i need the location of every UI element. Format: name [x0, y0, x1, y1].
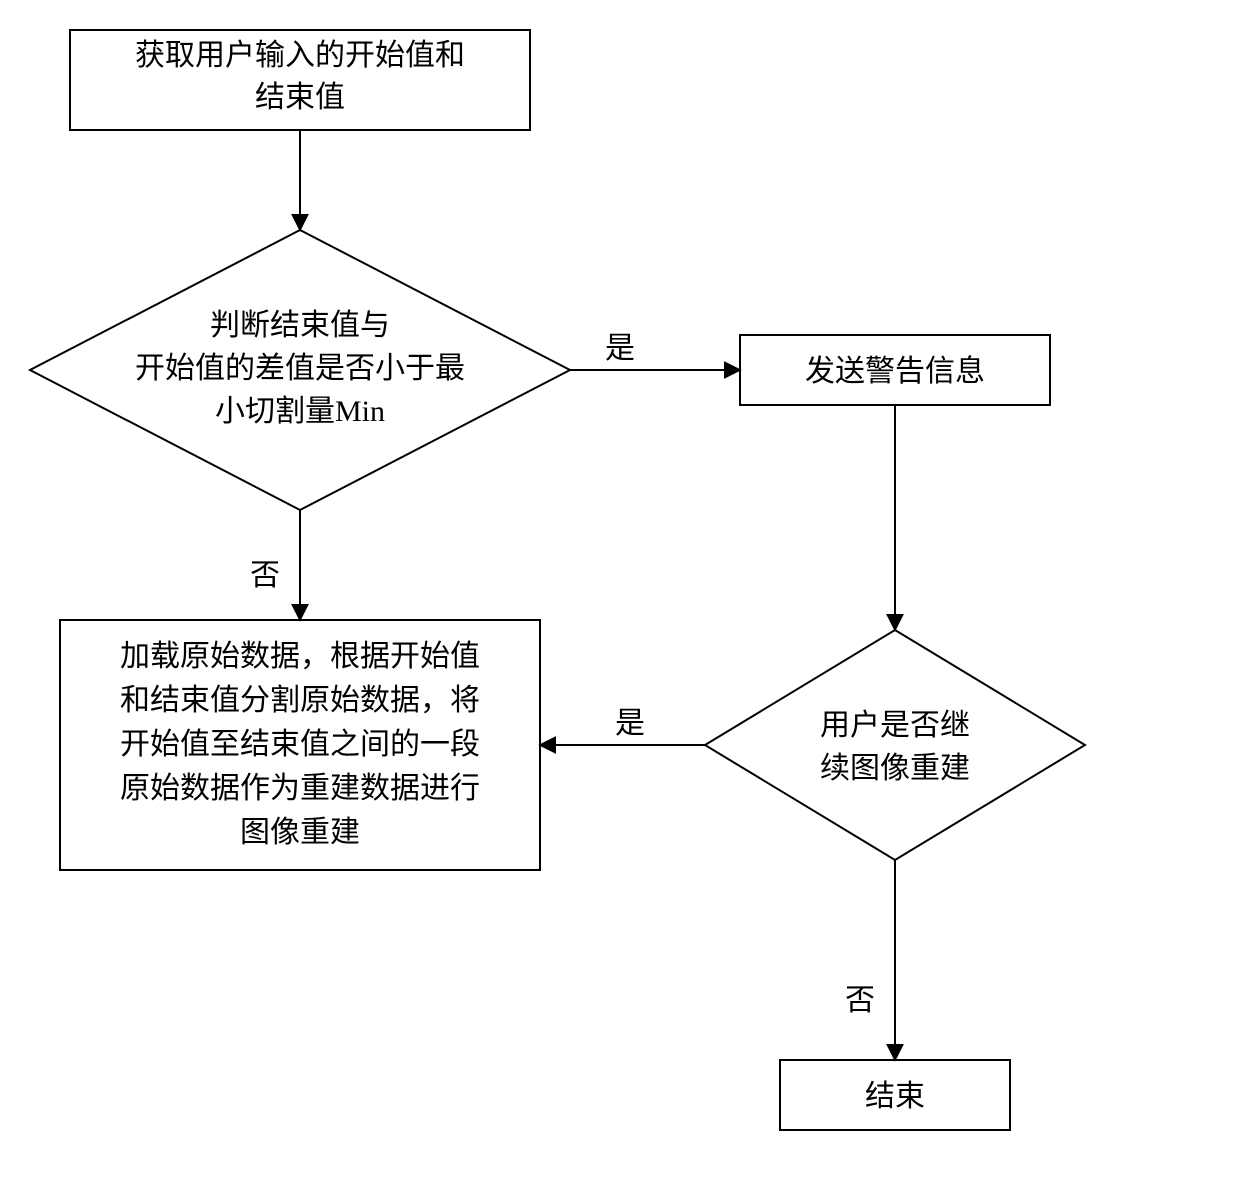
- label-no-1: 否: [250, 559, 280, 592]
- svg-text:原始数据作为重建数据进行: 原始数据作为重建数据进行: [120, 772, 480, 805]
- n3-line1: 发送警告信息: [805, 355, 985, 388]
- n6-line1: 结束: [865, 1080, 925, 1113]
- n1-line2: 结束值: [255, 81, 345, 114]
- svg-text:判断结束值与: 判断结束值与: [210, 309, 390, 342]
- n5-line2: 续图像重建: [820, 752, 970, 785]
- node-send-warning: 发送警告信息: [740, 335, 1050, 405]
- svg-text:否: 否: [845, 984, 875, 1017]
- svg-text:和结束值分割原始数据，将: 和结束值分割原始数据，将: [120, 684, 480, 717]
- n2-line2: 开始值的差值是否小于最: [135, 352, 465, 385]
- node-user-continue: 用户是否继 续图像重建: [705, 630, 1085, 860]
- n2-line1: 判断结束值与: [210, 309, 390, 342]
- label-yes-2: 是: [615, 707, 645, 740]
- svg-text:加载原始数据，根据开始值: 加载原始数据，根据开始值: [120, 640, 480, 673]
- label-no-2: 否: [845, 984, 875, 1017]
- n5-line1: 用户是否继: [820, 709, 970, 742]
- flowchart-canvas: 获取用户输入的开始值和 结束值 判断结束值与 开始值的差值是否小于最 小切割量M…: [0, 0, 1240, 1200]
- label-yes-1: 是: [605, 332, 635, 365]
- svg-text:开始值至结束值之间的一段: 开始值至结束值之间的一段: [120, 728, 480, 761]
- svg-text:是: 是: [605, 332, 635, 365]
- svg-text:开始值的差值是否小于最: 开始值的差值是否小于最: [135, 352, 465, 385]
- svg-text:发送警告信息: 发送警告信息: [805, 355, 985, 388]
- n4-line1: 加载原始数据，根据开始值: [120, 640, 480, 673]
- n2-line3: 小切割量Min: [215, 395, 385, 428]
- node-load-reconstruct: 加载原始数据，根据开始值 和结束值分割原始数据，将 开始值至结束值之间的一段 原…: [60, 620, 540, 870]
- svg-text:小切割量Min: 小切割量Min: [215, 395, 385, 428]
- svg-text:获取用户输入的开始值和: 获取用户输入的开始值和: [135, 39, 465, 72]
- svg-text:结束值: 结束值: [255, 81, 345, 114]
- n4-line5: 图像重建: [240, 816, 360, 849]
- svg-text:图像重建: 图像重建: [240, 816, 360, 849]
- n4-line2: 和结束值分割原始数据，将: [120, 684, 480, 717]
- svg-text:结束: 结束: [865, 1080, 925, 1113]
- n4-line4: 原始数据作为重建数据进行: [120, 772, 480, 805]
- node-end: 结束: [780, 1060, 1010, 1130]
- node-check-min: 判断结束值与 开始值的差值是否小于最 小切割量Min: [30, 230, 570, 510]
- node-input-values: 获取用户输入的开始值和 结束值: [70, 30, 530, 130]
- svg-text:用户是否继: 用户是否继: [820, 709, 970, 742]
- svg-text:是: 是: [615, 707, 645, 740]
- edges: 否 是 是 否: [250, 130, 895, 1060]
- svg-text:否: 否: [250, 559, 280, 592]
- svg-text:续图像重建: 续图像重建: [820, 752, 970, 785]
- n1-line1: 获取用户输入的开始值和: [135, 39, 465, 72]
- n4-line3: 开始值至结束值之间的一段: [120, 728, 480, 761]
